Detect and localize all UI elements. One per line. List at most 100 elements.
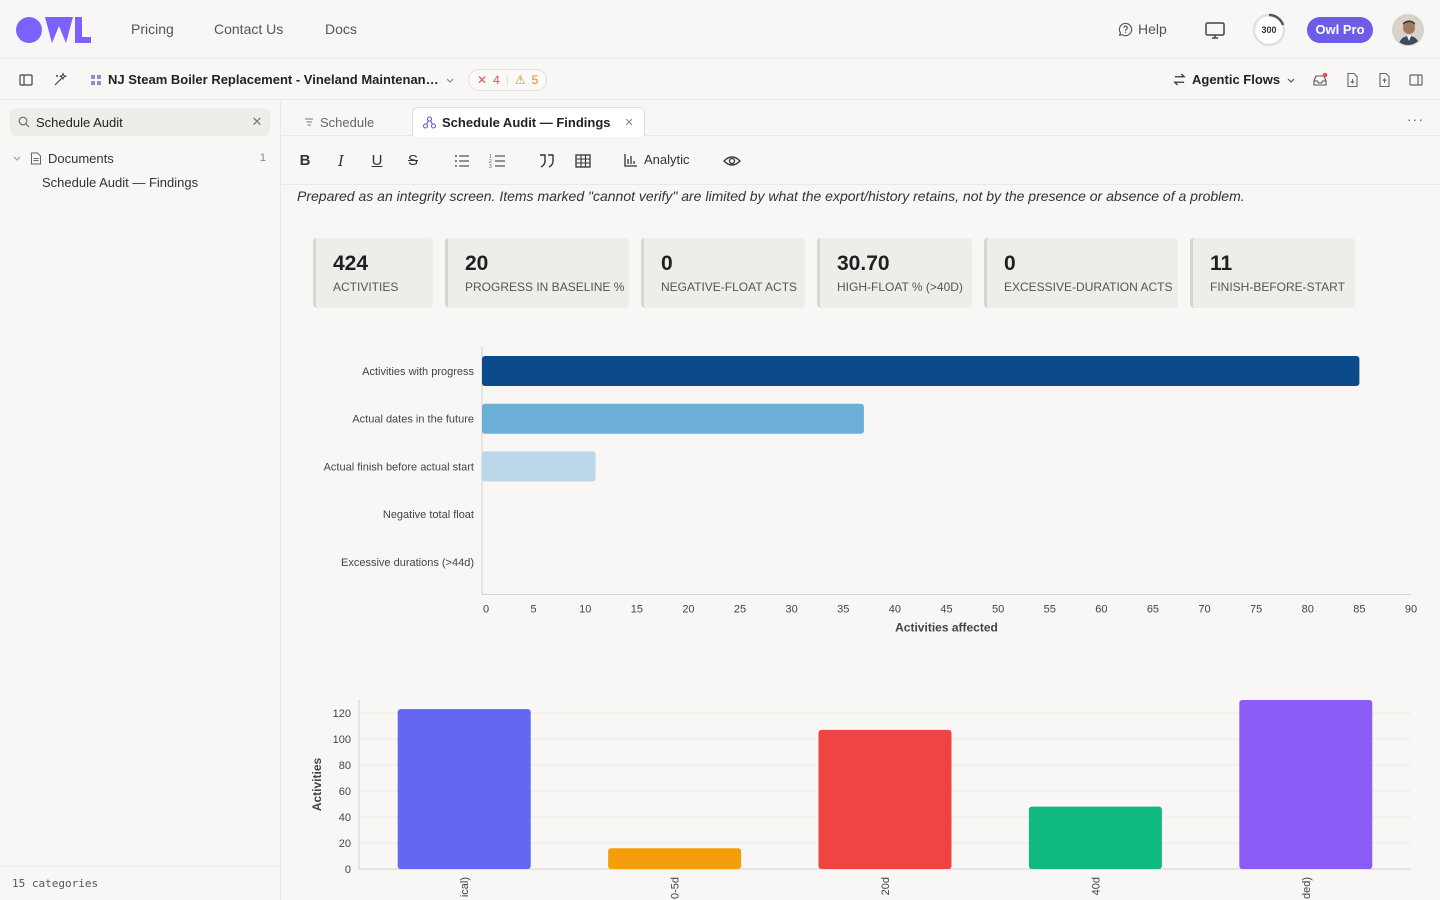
tick-label: 0 bbox=[483, 604, 489, 616]
kpi-card: 20 PROGRESS IN BASELINE % bbox=[445, 238, 629, 308]
nav-contact-us[interactable]: Contact Us bbox=[214, 21, 284, 37]
flow-icon bbox=[423, 115, 436, 129]
search-input[interactable] bbox=[36, 114, 246, 130]
tree-root-label: Documents bbox=[48, 150, 114, 166]
bar bbox=[397, 709, 531, 869]
italic-icon[interactable]: I bbox=[338, 152, 344, 170]
error-count: 4 bbox=[493, 73, 500, 87]
category-label: Negative total float bbox=[383, 509, 474, 521]
analytic-button[interactable]: Analytic bbox=[624, 152, 690, 167]
category-label: 40d bbox=[1090, 877, 1102, 895]
help-icon bbox=[1118, 22, 1133, 36]
project-toolbar: NJ Steam Boiler Replacement - Vineland M… bbox=[0, 60, 1440, 100]
tree-item-documents[interactable]: Documents 1 bbox=[12, 149, 272, 167]
more-options-icon[interactable]: ··· bbox=[1407, 111, 1424, 127]
chevron-down-icon[interactable] bbox=[12, 153, 22, 163]
issues-badge[interactable]: ✕ 4 | ⚠ 5 bbox=[468, 69, 548, 91]
owl-logo[interactable] bbox=[15, 14, 93, 46]
bar bbox=[1028, 806, 1162, 869]
tick-label: 65 bbox=[1147, 604, 1159, 616]
nav-docs[interactable]: Docs bbox=[325, 21, 357, 37]
bar-chart-icon bbox=[624, 153, 637, 167]
kpi-value: 20 bbox=[465, 252, 489, 275]
kpi-label: EXCESSIVE-DURATION ACTS bbox=[1004, 280, 1173, 294]
analytic-label: Analytic bbox=[644, 152, 690, 167]
document-content: Prepared as an integrity screen. Items m… bbox=[281, 186, 1440, 900]
quote-icon[interactable] bbox=[537, 151, 557, 171]
kpi-value: 11 bbox=[1210, 252, 1233, 275]
credits-ring[interactable] bbox=[1252, 13, 1286, 47]
close-icon[interactable]: ✕ bbox=[624, 116, 634, 129]
kpi-value: 0 bbox=[1004, 252, 1016, 275]
category-label: 20d bbox=[880, 877, 892, 895]
bold-icon[interactable]: B bbox=[299, 152, 311, 169]
nav-pricing[interactable]: Pricing bbox=[131, 21, 174, 37]
kpi-card: 0 NEGATIVE-FLOAT ACTS bbox=[641, 238, 805, 308]
file-download-icon[interactable] bbox=[1376, 72, 1392, 88]
sparkle-icon[interactable] bbox=[52, 72, 68, 88]
float-distribution-bar-chart: 0 20 40 60 80 100 120 Activities ical) 0-5d 20d 40d… bbox=[310, 700, 1411, 899]
sidebar-toggle-icon[interactable] bbox=[18, 72, 34, 88]
tick-label: 30 bbox=[786, 604, 798, 616]
avatar[interactable] bbox=[1392, 14, 1424, 46]
bar bbox=[482, 356, 1360, 386]
tab-label: Schedule bbox=[320, 114, 375, 130]
clear-search-icon[interactable]: ✕ bbox=[251, 114, 263, 129]
bar bbox=[608, 848, 742, 869]
search-icon bbox=[18, 116, 30, 128]
bullet-list-icon[interactable] bbox=[452, 151, 472, 171]
credits-count: 300 bbox=[1261, 25, 1277, 35]
category-label: Actual finish before actual start bbox=[324, 461, 474, 473]
svg-text:3: 3 bbox=[489, 164, 492, 170]
monitor-icon[interactable] bbox=[1204, 19, 1226, 41]
project-selector[interactable]: NJ Steam Boiler Replacement - Vineland M… bbox=[90, 72, 455, 87]
tick-label: 55 bbox=[1044, 604, 1056, 616]
document-tabs: Schedule Schedule Audit — Findings ✕ ··· bbox=[281, 101, 1440, 137]
tick-label: 10 bbox=[579, 604, 591, 616]
kpi-card: 0 EXCESSIVE-DURATION ACTS bbox=[984, 238, 1178, 308]
strikethrough-icon[interactable]: S bbox=[407, 152, 418, 169]
top-nav: Pricing Contact Us Docs Help 300 Owl Pro bbox=[0, 0, 1440, 59]
eye-icon[interactable] bbox=[722, 151, 742, 171]
category-label: Activities with progress bbox=[362, 366, 474, 378]
inbox-icon[interactable] bbox=[1312, 72, 1328, 88]
list-icon bbox=[305, 118, 313, 126]
tick-label: 15 bbox=[631, 604, 643, 616]
category-label: ded) bbox=[1301, 877, 1313, 899]
tick-label: 120 bbox=[333, 708, 351, 720]
file-export-icon[interactable] bbox=[1344, 72, 1360, 88]
numbered-list-icon[interactable]: 123 bbox=[488, 151, 508, 171]
bar bbox=[482, 451, 596, 482]
y-axis-label: Activities bbox=[310, 757, 324, 811]
chevron-down-icon bbox=[446, 78, 454, 83]
warning-icon: ⚠ bbox=[514, 73, 526, 87]
sidebar-search: ✕ bbox=[10, 108, 270, 136]
tick-label: 75 bbox=[1250, 604, 1262, 616]
owl-pro-button[interactable]: Owl Pro bbox=[1307, 17, 1373, 43]
tick-label: 80 bbox=[339, 760, 351, 772]
tick-label: 60 bbox=[1095, 604, 1107, 616]
tab-schedule[interactable]: Schedule bbox=[294, 107, 384, 137]
kpi-label: ACTIVITIES bbox=[333, 280, 399, 294]
kpi-value: 30.70 bbox=[837, 252, 890, 275]
document-icon bbox=[31, 152, 41, 164]
kpi-value: 424 bbox=[333, 252, 369, 275]
tree-item-schedule-audit[interactable]: Schedule Audit — Findings bbox=[42, 175, 199, 190]
sidebar: ✕ Documents 1 Schedule Audit — Findings … bbox=[0, 101, 281, 900]
help-button[interactable]: Help bbox=[1118, 21, 1167, 37]
chevron-down-icon bbox=[1287, 78, 1295, 83]
tick-label: 60 bbox=[339, 786, 351, 798]
help-label: Help bbox=[1138, 21, 1167, 37]
tab-schedule-audit[interactable]: Schedule Audit — Findings ✕ bbox=[412, 107, 645, 137]
table-icon[interactable] bbox=[573, 151, 593, 171]
tree-root-count: 1 bbox=[259, 152, 266, 164]
tick-label: 100 bbox=[333, 734, 351, 746]
agentic-flows-button[interactable]: Agentic Flows bbox=[1173, 72, 1296, 87]
tick-label: 5 bbox=[531, 604, 537, 616]
underline-icon[interactable]: U bbox=[371, 152, 383, 169]
right-panel-icon[interactable] bbox=[1408, 72, 1424, 88]
category-label: Actual dates in the future bbox=[352, 414, 474, 426]
svg-text:1: 1 bbox=[489, 154, 492, 160]
tick-label: 85 bbox=[1353, 604, 1365, 616]
